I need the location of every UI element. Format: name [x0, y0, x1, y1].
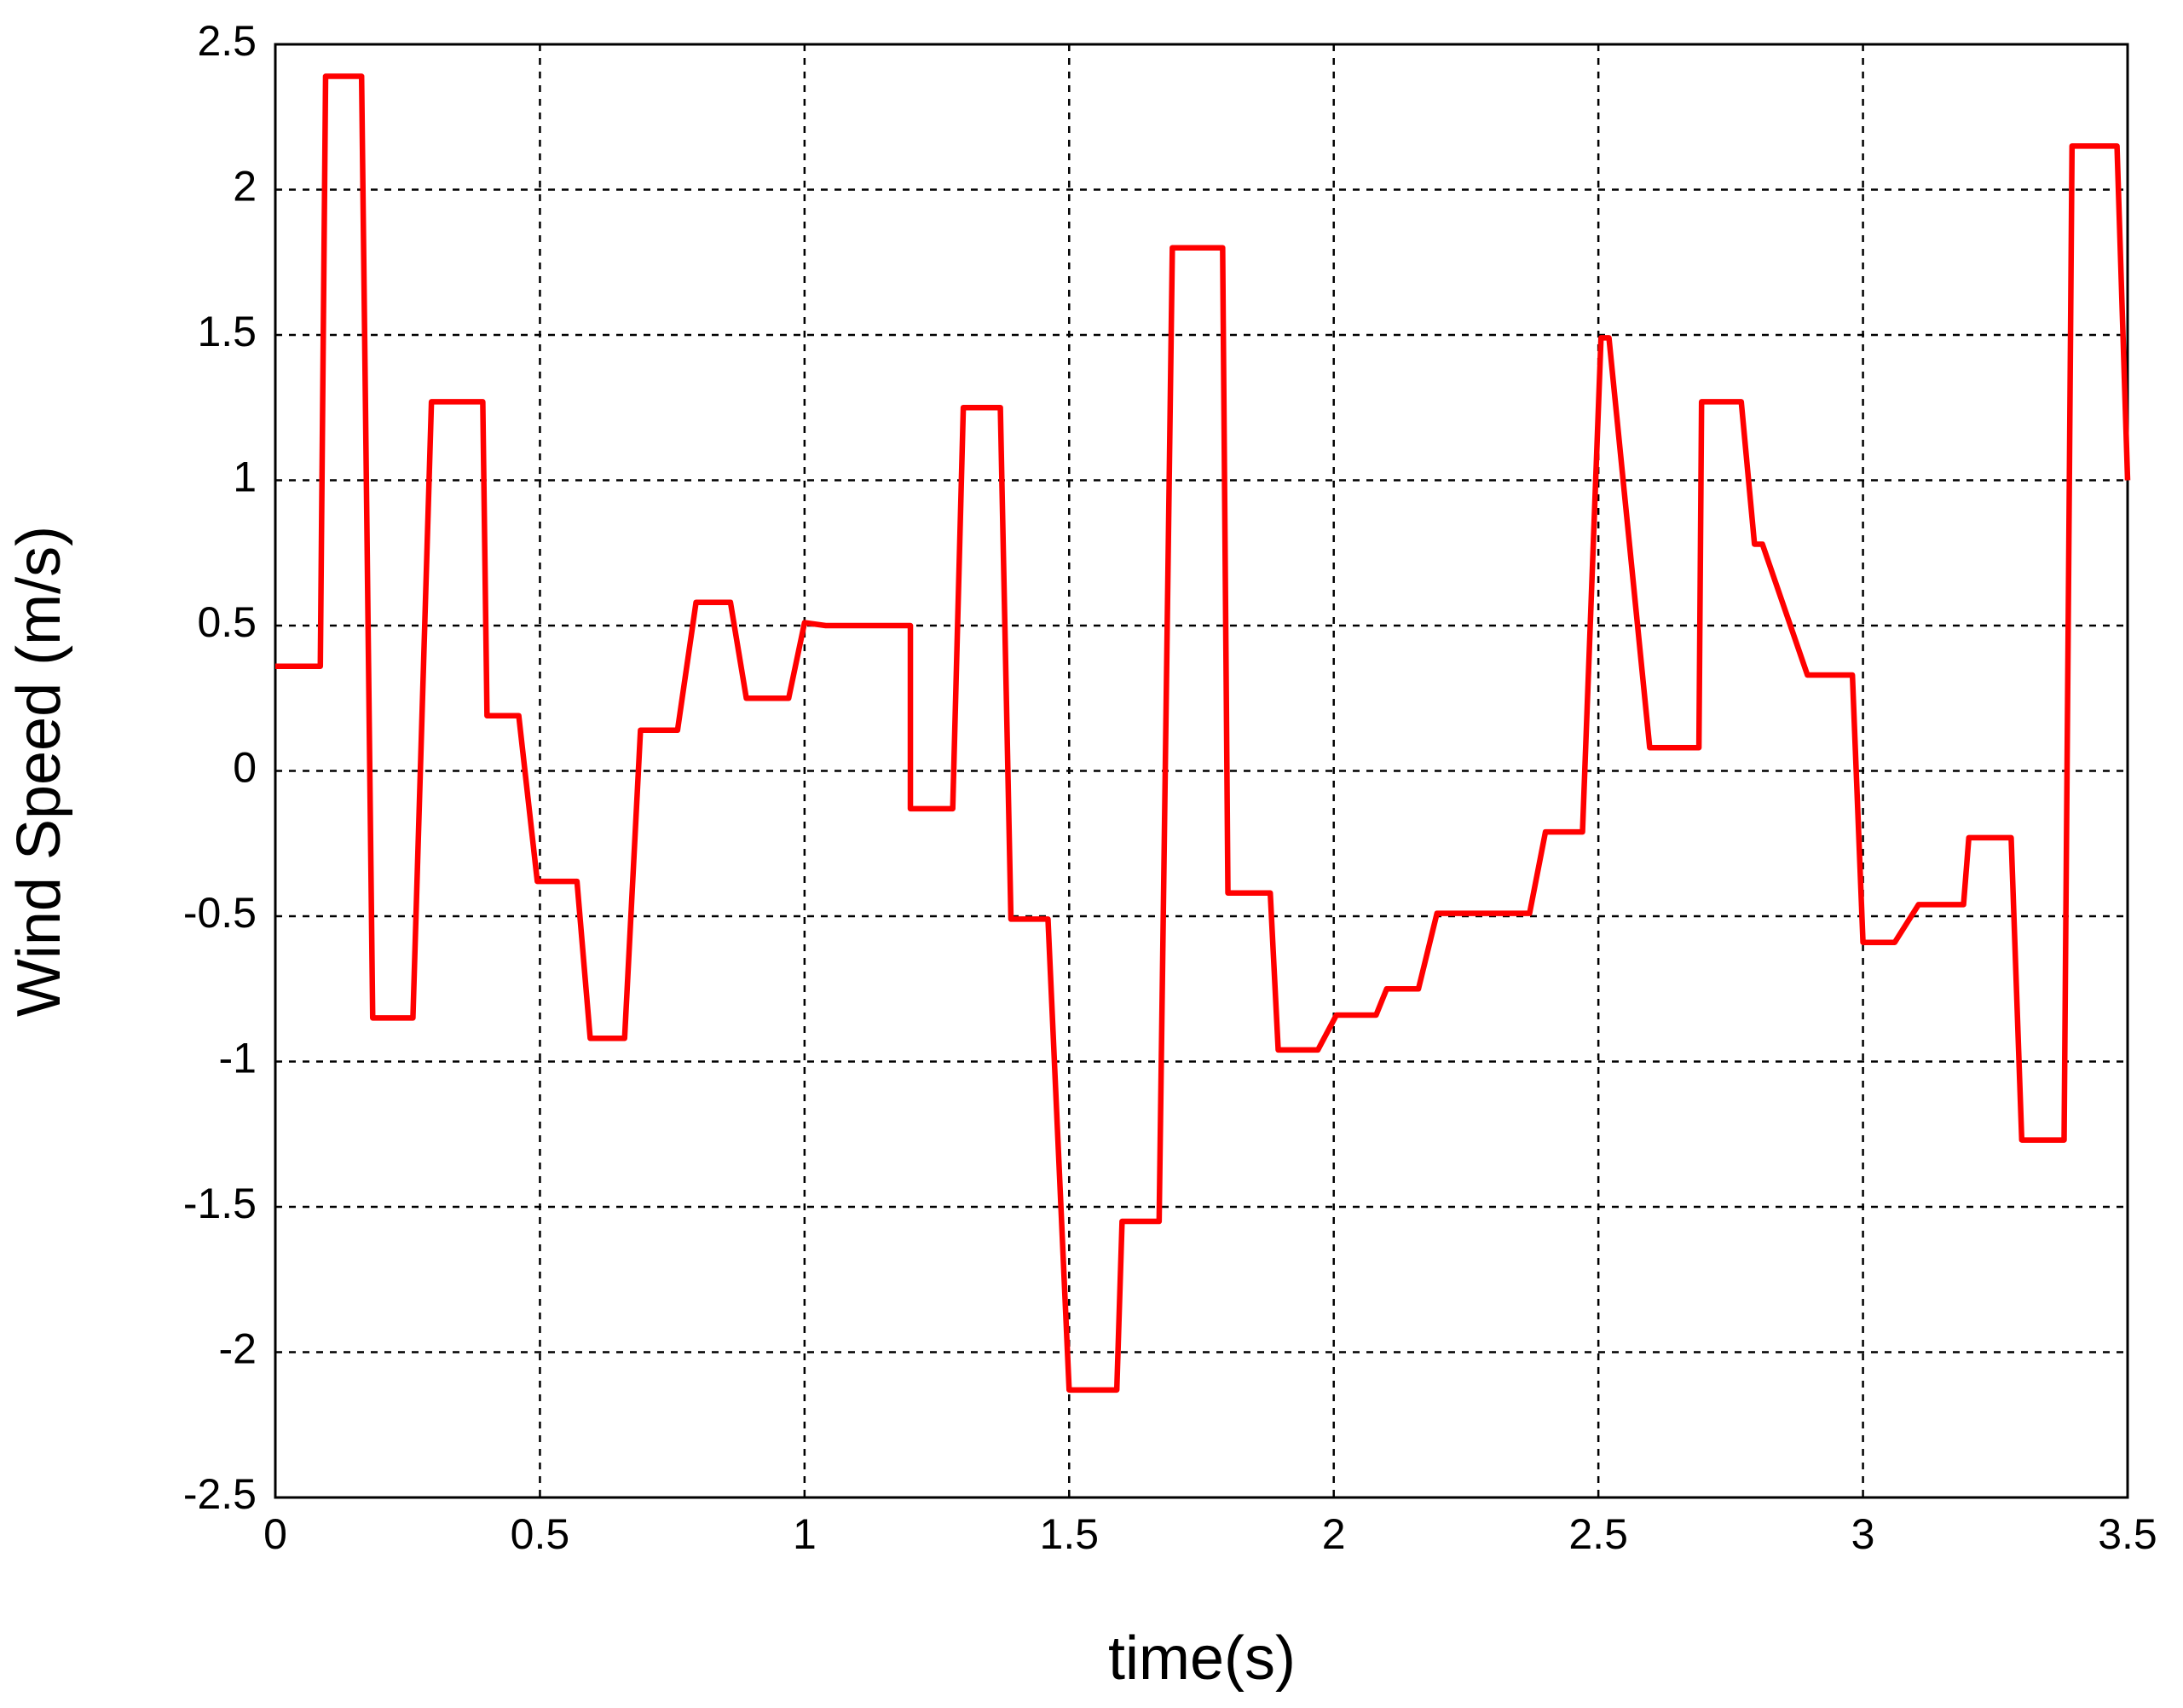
y-tick-label: -1.5: [183, 1180, 257, 1227]
y-tick-label: 0: [233, 744, 257, 792]
x-axis-label: time(s): [1108, 1624, 1296, 1693]
data-line: [275, 73, 2131, 1394]
x-tick-label: 0.5: [511, 1510, 570, 1558]
y-tick-label: -1: [219, 1035, 257, 1082]
x-tick-label: 2: [1322, 1510, 1346, 1558]
y-tick-label: 1: [233, 453, 257, 501]
y-tick-label: 1.5: [197, 308, 257, 355]
x-tick-label: 2.5: [1568, 1510, 1628, 1558]
y-tick-label: 2.5: [197, 17, 257, 65]
y-tick-label: 2: [233, 163, 257, 211]
x-tick-label: 1.5: [1040, 1510, 1100, 1558]
y-tick-label: -2: [219, 1325, 257, 1373]
x-tick-label: 3.5: [2098, 1510, 2157, 1558]
x-tick-label: 1: [793, 1510, 817, 1558]
x-tick-label: 3: [1851, 1510, 1875, 1558]
y-tick-label: -2.5: [183, 1470, 257, 1518]
x-tick-label: 0: [263, 1510, 287, 1558]
y-tick-label: -0.5: [183, 889, 257, 937]
axes-frame: [274, 43, 2129, 1499]
y-axis-label: Wind Speed (m/s): [5, 526, 73, 1017]
y-tick-label: 0.5: [197, 598, 257, 646]
